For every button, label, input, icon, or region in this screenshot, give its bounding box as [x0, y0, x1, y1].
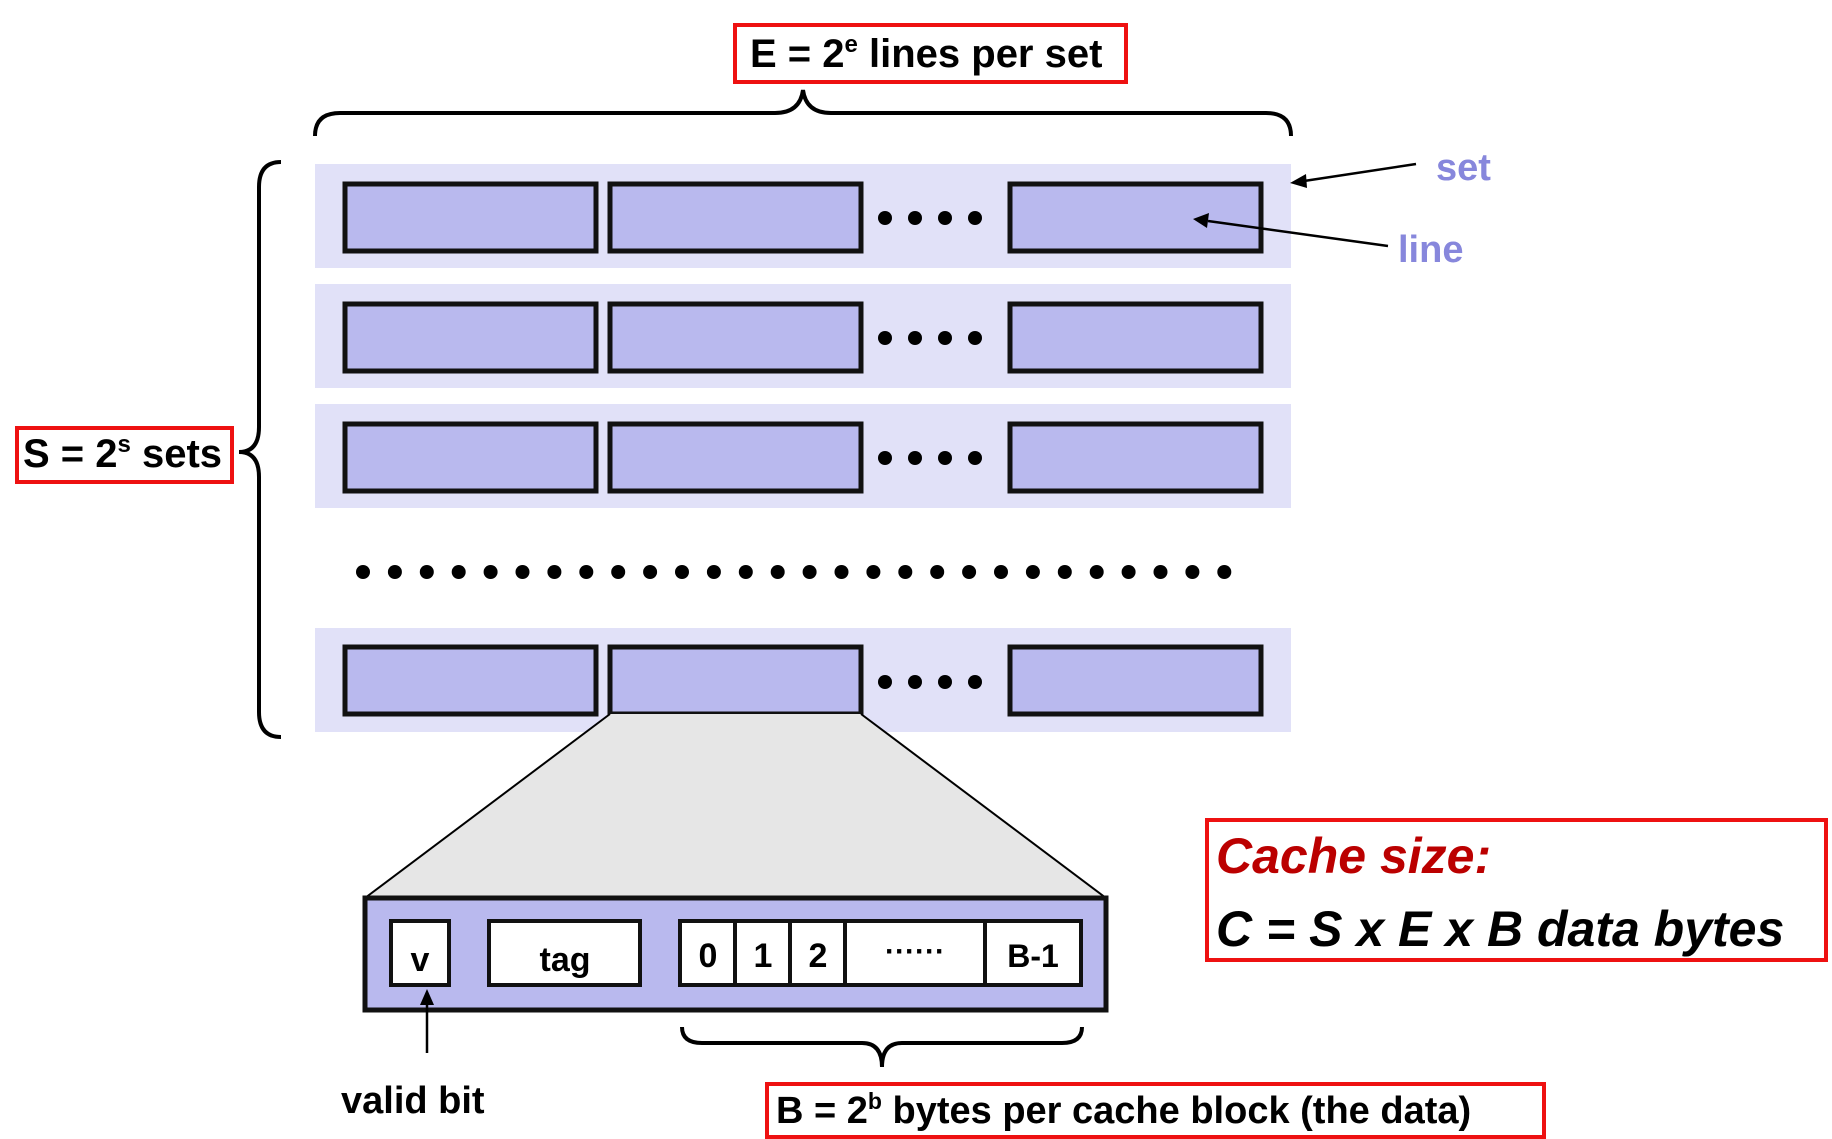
ellipsis-dots [878, 211, 982, 225]
ellipsis-dot [356, 565, 370, 579]
byte-last: B-1 [1007, 938, 1059, 974]
zoom-line-left [364, 713, 611, 899]
tag-text: tag [540, 941, 591, 979]
ellipsis-dot [1089, 565, 1104, 579]
ellipsis-dots [878, 675, 982, 689]
line-arrowhead [1193, 213, 1209, 228]
e-label-box [733, 23, 1128, 84]
cache-line [1007, 644, 1264, 717]
line-pointer-line [1207, 219, 1389, 248]
ellipsis-dot [611, 565, 626, 579]
cache-size-box [1205, 818, 1828, 962]
cache-line [342, 181, 599, 254]
cache-line [1007, 421, 1264, 494]
valid-bit-label: valid bit [341, 1080, 485, 1122]
set-row [315, 284, 1291, 388]
ellipsis-dot [419, 565, 434, 579]
left-brace [238, 160, 282, 739]
ellipsis-dot [802, 565, 817, 579]
byte-2: 2 [809, 937, 828, 975]
valid-bit-field [389, 919, 451, 987]
set-label: set [1436, 147, 1491, 189]
cache-line [342, 644, 599, 717]
cache-size-title: Cache size: [1216, 828, 1491, 884]
ellipsis-dot [387, 565, 402, 579]
ellipsis-dot [930, 565, 945, 579]
data-block: 0 1 2 ······ B-1 [678, 919, 1083, 987]
ellipsis-dot [834, 565, 849, 579]
ellipsis-dot [866, 565, 881, 579]
set-row [315, 164, 1291, 268]
ellipsis-dot [1025, 565, 1040, 579]
byte-1: 1 [754, 937, 773, 975]
byte-ellipsis: ······ [885, 935, 945, 968]
e-label: E = 2e lines per set [750, 31, 1102, 76]
b-label: B = 2b bytes per cache block (the data) [776, 1088, 1471, 1132]
tag-field [487, 919, 642, 987]
cache-line [607, 181, 864, 254]
data-block-outline [678, 919, 1083, 987]
ellipsis-dot [738, 565, 753, 579]
ellipsis-dot [962, 565, 977, 579]
cache-line [1007, 181, 1264, 254]
b-label-box [765, 1082, 1546, 1139]
ellipsis-dot [994, 565, 1008, 579]
cache-line-expanded [607, 644, 864, 717]
ellipsis-dot [1153, 565, 1168, 579]
ellipsis-dot [898, 565, 913, 579]
ellipsis-dot [706, 565, 721, 579]
s-label-box [15, 426, 234, 484]
ellipsis-dot [579, 565, 594, 579]
top-brace [313, 89, 1293, 137]
ellipsis-dot [1057, 565, 1072, 579]
cache-line [607, 301, 864, 374]
byte-0: 0 [699, 937, 718, 975]
cache-line [607, 421, 864, 494]
cache-size-formula: C = S x E x B data bytes [1216, 901, 1784, 957]
cache-line [342, 421, 599, 494]
ellipsis-dot [451, 565, 466, 579]
ellipsis-dot [1185, 565, 1200, 579]
valid-bit-text: v [411, 941, 430, 979]
ellipsis-dot [643, 565, 658, 579]
ellipsis-dot [547, 565, 562, 579]
line-label: line [1398, 229, 1463, 271]
set-arrowhead [1290, 174, 1307, 188]
zoom-area [365, 714, 1106, 898]
ellipsis-dot [515, 565, 530, 579]
valid-bit-arrowhead [420, 989, 434, 1005]
ellipsis-dot [770, 565, 785, 579]
ellipsis-dot [1121, 565, 1136, 579]
cache-line [342, 301, 599, 374]
bytes-brace [680, 1026, 1084, 1068]
sets-ellipsis-dots [356, 565, 1232, 579]
ellipsis-dots [878, 451, 982, 465]
set-pointer-line [1303, 162, 1417, 183]
cache-line [1007, 301, 1264, 374]
ellipsis-dots [878, 331, 982, 345]
ellipsis-dot [675, 565, 689, 579]
s-label: S = 2s sets [23, 431, 222, 476]
zoom-line-right [860, 713, 1107, 899]
set-row [315, 404, 1291, 508]
ellipsis-dot [1217, 565, 1232, 579]
ellipsis-dot [483, 565, 498, 579]
